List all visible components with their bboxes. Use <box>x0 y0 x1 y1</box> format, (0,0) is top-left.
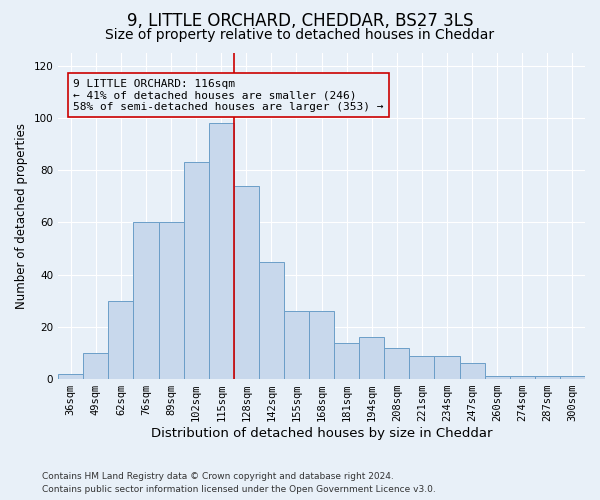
Bar <box>334 342 359 379</box>
Bar <box>158 222 184 379</box>
Text: 9, LITTLE ORCHARD, CHEDDAR, BS27 3LS: 9, LITTLE ORCHARD, CHEDDAR, BS27 3LS <box>127 12 473 30</box>
Bar <box>284 311 309 379</box>
Bar <box>359 338 385 379</box>
Bar <box>309 311 334 379</box>
Text: Contains HM Land Registry data © Crown copyright and database right 2024.: Contains HM Land Registry data © Crown c… <box>42 472 394 481</box>
Text: Contains public sector information licensed under the Open Government Licence v3: Contains public sector information licen… <box>42 485 436 494</box>
Bar <box>209 123 234 379</box>
Text: 9 LITTLE ORCHARD: 116sqm
← 41% of detached houses are smaller (246)
58% of semi-: 9 LITTLE ORCHARD: 116sqm ← 41% of detach… <box>73 78 384 112</box>
Bar <box>109 300 133 379</box>
Bar <box>560 376 585 379</box>
Bar <box>259 262 284 379</box>
Bar <box>385 348 409 379</box>
Text: Size of property relative to detached houses in Cheddar: Size of property relative to detached ho… <box>106 28 494 42</box>
Bar <box>510 376 535 379</box>
Bar <box>184 162 209 379</box>
Bar <box>133 222 158 379</box>
Bar <box>535 376 560 379</box>
X-axis label: Distribution of detached houses by size in Cheddar: Distribution of detached houses by size … <box>151 427 493 440</box>
Bar <box>434 356 460 379</box>
Bar <box>234 186 259 379</box>
Bar <box>485 376 510 379</box>
Y-axis label: Number of detached properties: Number of detached properties <box>15 123 28 309</box>
Bar <box>460 364 485 379</box>
Bar <box>409 356 434 379</box>
Bar <box>58 374 83 379</box>
Bar <box>83 353 109 379</box>
